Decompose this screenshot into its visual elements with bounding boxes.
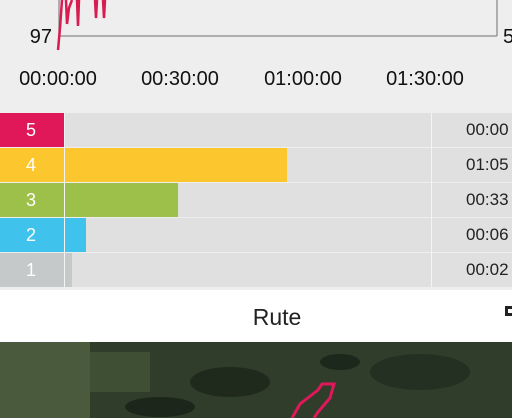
route-title: Rute: [252, 304, 302, 330]
zone-time: 00:02: [466, 260, 509, 279]
heart-rate-line: [56, 0, 107, 51]
zone-time: 01:05: [466, 155, 509, 174]
y-label: 97: [30, 26, 52, 48]
route-line: [290, 382, 336, 418]
zone-row: 3 00:33: [0, 183, 512, 217]
zone-label: 5: [0, 113, 64, 147]
zone-label: 2: [0, 218, 64, 252]
zone-bar: [64, 253, 72, 287]
zone-bar: [64, 183, 178, 217]
zone-time: 00:00: [466, 120, 509, 139]
y2-label: 5: [503, 26, 512, 48]
x-label: 01:00:00: [264, 68, 342, 90]
x-label: 01:30:00: [386, 68, 464, 90]
zone-row: 2 00:06: [0, 218, 512, 252]
zone-bar: [64, 148, 287, 182]
divider: [431, 113, 432, 287]
divider: [64, 113, 65, 287]
expand-icon[interactable]: [505, 306, 512, 316]
zone-row: 5 00:00: [0, 113, 512, 147]
x-label: 00:00:00: [19, 68, 97, 90]
route-header[interactable]: Rute: [0, 290, 512, 342]
zone-label: 4: [0, 148, 64, 182]
zone-time: 00:06: [466, 225, 509, 244]
zone-row: 1 00:02: [0, 253, 512, 287]
zone-time: 00:33: [466, 190, 509, 209]
zone-bar: [64, 218, 86, 252]
heart-rate-chart: 97 5: [30, 0, 512, 51]
zone-label: 1: [0, 253, 64, 287]
route-map[interactable]: [0, 342, 512, 418]
x-label: 00:30:00: [141, 68, 219, 90]
zone-label: 3: [0, 183, 64, 217]
zone-row: 4 01:05: [0, 148, 512, 182]
